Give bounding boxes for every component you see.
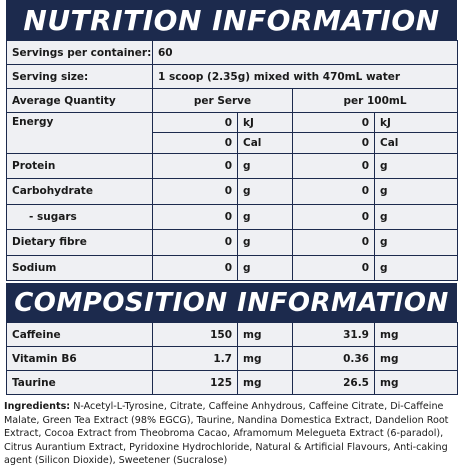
cell: Vitamin B6 xyxy=(6,346,153,371)
cell: 0 xyxy=(152,178,238,205)
cell: g xyxy=(374,229,458,256)
row: Dietary fibre 0 g 0 g xyxy=(6,229,458,256)
cell: Caffeine xyxy=(6,322,153,347)
cell: 0 xyxy=(152,132,238,154)
row: - sugars 0 g 0 g xyxy=(6,203,458,231)
cell: Sodium xyxy=(6,254,153,282)
cell: 0 xyxy=(292,229,375,256)
cell: 1.7 xyxy=(152,346,238,371)
row: Vitamin B6 1.7 mg 0.36 mg xyxy=(6,346,458,371)
cell: Average Quantity xyxy=(6,88,153,113)
composition-table: Caffeine 150 mg 31.9 mg Vitamin B6 1.7 mg 0.36 mg… xyxy=(6,322,458,395)
cell: Cal xyxy=(237,132,293,154)
cell: mg xyxy=(374,346,458,371)
cell: 0 xyxy=(152,153,238,179)
cell: 26.5 xyxy=(292,370,375,395)
ingredients-text: N-Acetyl-L-Tyrosine, Citrate, Caffeine A… xyxy=(4,401,449,467)
cell: g xyxy=(237,229,293,256)
cell: Energy xyxy=(6,112,153,154)
cell: 31.9 xyxy=(292,322,375,347)
row: Average Quantity per Serve per 100mL xyxy=(6,88,458,113)
cell: g xyxy=(237,203,293,231)
cell: Serving size: xyxy=(6,64,153,89)
cell: mg xyxy=(237,322,293,347)
cell: Dietary fibre xyxy=(6,229,153,256)
cell: Servings per container: xyxy=(6,40,153,65)
cell: 0 xyxy=(292,178,375,205)
cell: per 100mL xyxy=(292,88,458,113)
row: Carbohydrate 0 g 0 g xyxy=(6,178,458,205)
cell: 0 xyxy=(292,203,375,231)
row: Protein 0 g 0 g xyxy=(6,153,458,179)
cell: 0 xyxy=(152,229,238,256)
cell: Carbohydrate xyxy=(6,178,153,205)
row: Servings per container: 60 xyxy=(6,40,458,65)
cell: 125 xyxy=(152,370,238,395)
nutrition-title: NUTRITION INFORMATION xyxy=(6,0,457,40)
cell: g xyxy=(374,254,458,282)
cell: g xyxy=(237,178,293,205)
cell: g xyxy=(237,254,293,282)
cell: kJ xyxy=(374,112,458,133)
nutrition-table: Servings per container: 60 Serving size: 1 … xyxy=(6,40,458,282)
ingredients-label: Ingredients: xyxy=(4,401,71,412)
cell: per Serve xyxy=(152,88,293,113)
cell: 1 scoop (2.35g) mixed with 470mL water xyxy=(152,64,458,89)
cell: 0 xyxy=(152,254,238,282)
cell: - sugars xyxy=(6,203,153,231)
cell: 0 xyxy=(292,132,375,154)
cell: mg xyxy=(237,346,293,371)
row: Serving size: 1 scoop (2.35g) mixed with … xyxy=(6,64,458,89)
cell: Protein xyxy=(6,153,153,179)
cell: mg xyxy=(374,370,458,395)
cell: g xyxy=(237,153,293,179)
cell: Cal xyxy=(374,132,458,154)
row: Sodium 0 g 0 g xyxy=(6,254,458,282)
composition-title: COMPOSITION INFORMATION xyxy=(6,283,457,322)
cell: mg xyxy=(374,322,458,347)
row: Taurine 125 mg 26.5 mg xyxy=(6,370,458,395)
cell: 60 xyxy=(152,40,458,65)
cell: kJ xyxy=(237,112,293,133)
cell: g xyxy=(374,153,458,179)
cell: 0 xyxy=(152,112,238,133)
cell: g xyxy=(374,178,458,205)
ingredients: Ingredients: N-Acetyl-L-Tyrosine, Citrat… xyxy=(4,400,460,468)
row: Caffeine 150 mg 31.9 mg xyxy=(6,322,458,347)
cell: Taurine xyxy=(6,370,153,395)
cell: 0 xyxy=(292,254,375,282)
cell: mg xyxy=(237,370,293,395)
cell: 0 xyxy=(292,112,375,133)
cell: 0 xyxy=(292,153,375,179)
cell: 150 xyxy=(152,322,238,347)
cell: 0 xyxy=(152,203,238,231)
cell: g xyxy=(374,203,458,231)
cell: 0.36 xyxy=(292,346,375,371)
row: Energy 0 kJ 0 kJ xyxy=(6,112,458,154)
